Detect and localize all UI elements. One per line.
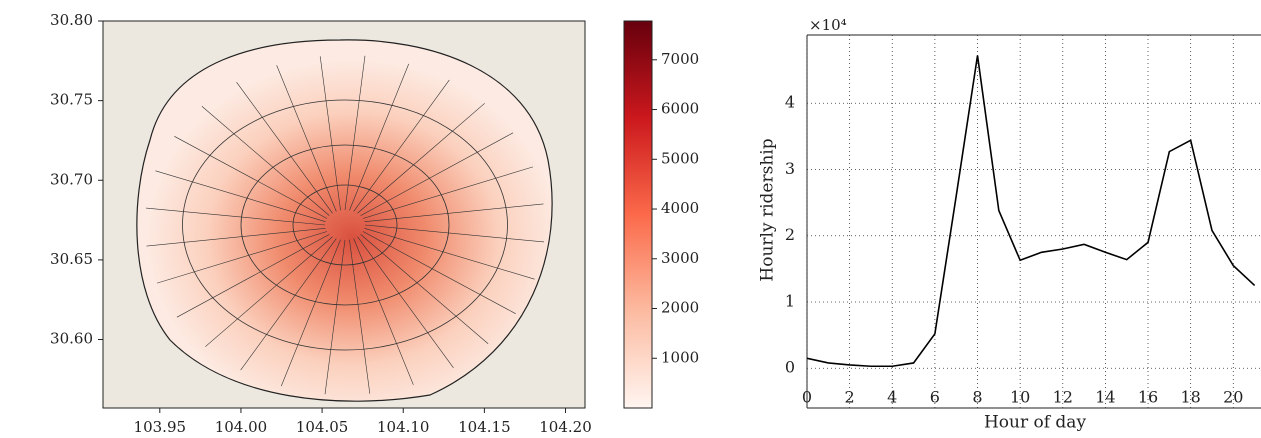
colorbar-tick-label: 2000 [661, 299, 699, 317]
y-tick-label: 1 [785, 291, 795, 310]
plot-area [807, 56, 1255, 367]
y-tick-label: 0 [785, 358, 795, 377]
x-tick-label: 18 [1180, 388, 1200, 407]
ridership-line [807, 56, 1255, 367]
figure: ×10⁴ Hour of day Hourly ridership 103.95… [0, 0, 1261, 438]
colorbar-tick-label: 7000 [661, 50, 699, 68]
colorbar-tick-label: 3000 [661, 249, 699, 267]
y-tick-label: 3 [785, 159, 795, 178]
colorbar [624, 21, 652, 408]
x-tick-label: 104.05 [296, 418, 349, 436]
x-tick-label: 104.15 [458, 418, 511, 436]
y-axis-label: Hourly ridership [758, 138, 778, 281]
colorbar-tick-label: 6000 [661, 100, 699, 118]
x-tick-label: 103.95 [134, 418, 187, 436]
x-tick-label: 20 [1223, 388, 1243, 407]
x-tick-label: 0 [802, 388, 812, 407]
x-tick-label: 104.20 [539, 418, 592, 436]
y-tick-label: 30.75 [50, 91, 93, 109]
y-tick-label: 30.70 [50, 170, 93, 188]
x-tick-label: 2 [845, 388, 855, 407]
x-axis-label: Hour of day [984, 413, 1086, 433]
x-tick-label: 16 [1138, 388, 1158, 407]
city-region [137, 40, 552, 401]
colorbar-tick-label: 1000 [661, 348, 699, 366]
colorbar-tick-label: 5000 [661, 149, 699, 167]
y-tick-label: 2 [785, 225, 795, 244]
map-panel [103, 21, 585, 408]
x-tick-label: 8 [972, 388, 982, 407]
x-tick-label: 12 [1053, 388, 1073, 407]
x-tick-label: 4 [887, 388, 897, 407]
x-tick-label: 104.00 [215, 418, 268, 436]
colorbar-tick-label: 4000 [661, 199, 699, 217]
x-tick-label: 6 [930, 388, 940, 407]
y-tick-label: 30.80 [50, 11, 93, 29]
x-tick-label: 104.10 [377, 418, 430, 436]
y-tick-label: 30.60 [50, 330, 93, 348]
y-tick-label: 30.65 [50, 250, 93, 268]
x-tick-label: 14 [1095, 388, 1115, 407]
x-tick-label: 10 [1010, 388, 1030, 407]
y-offset-label: ×10⁴ [809, 16, 847, 34]
y-tick-label: 4 [785, 93, 795, 112]
